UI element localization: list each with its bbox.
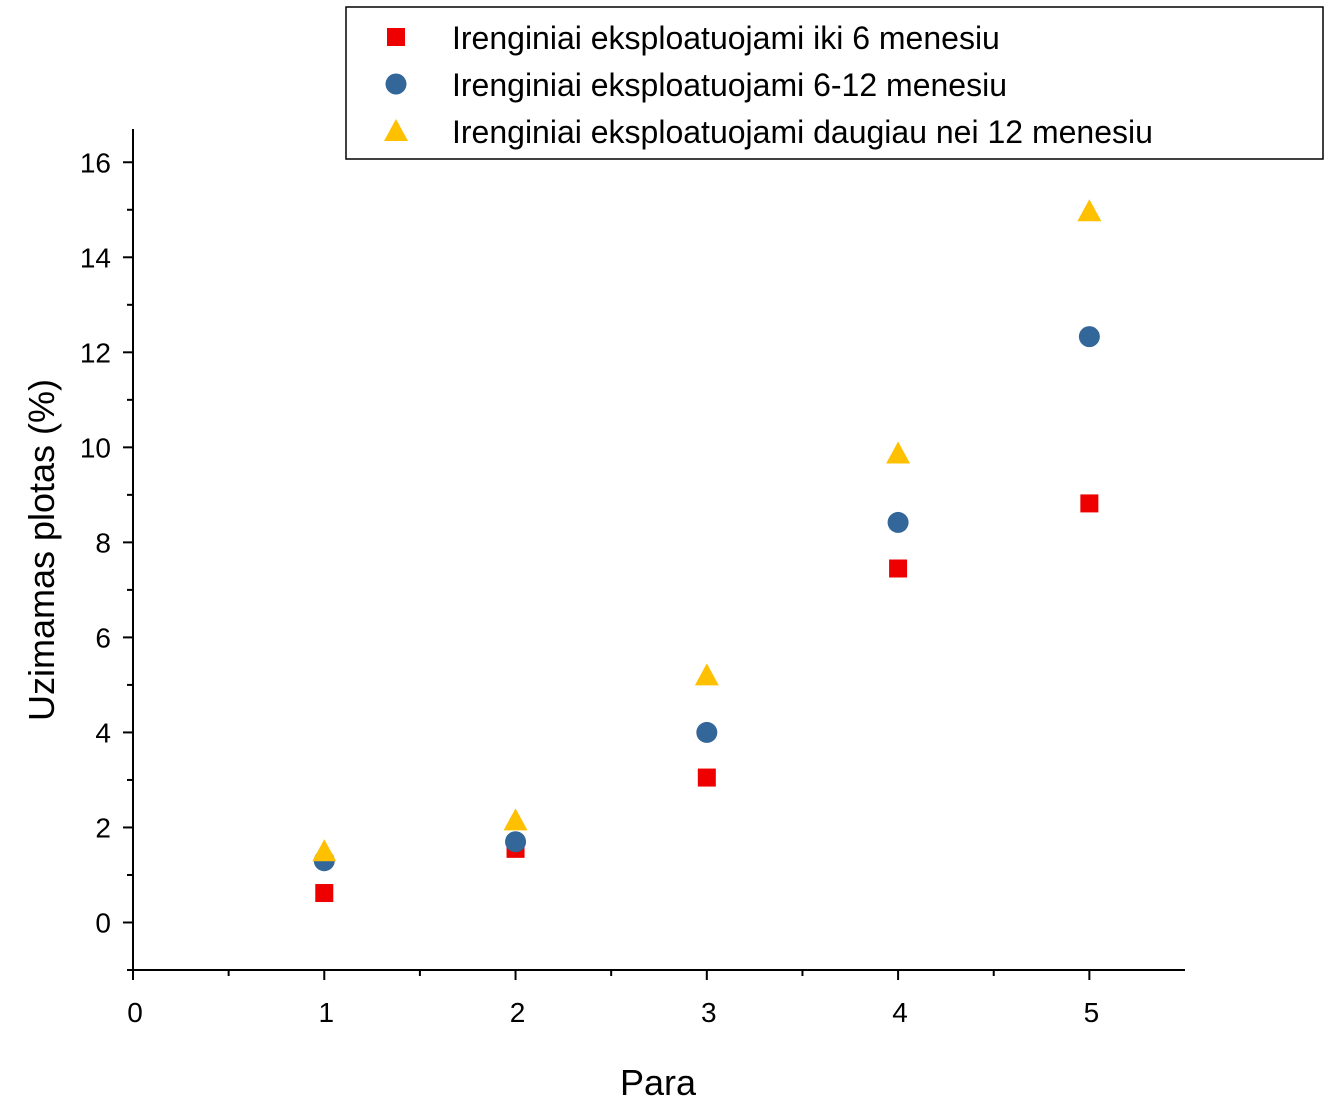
data-point-circle xyxy=(505,831,527,853)
x-tick-label: 0 xyxy=(127,997,143,1028)
y-tick-label: 16 xyxy=(80,147,111,178)
legend-label: Irenginiai eksploatuojami iki 6 menesiu xyxy=(452,20,1000,56)
axes xyxy=(132,129,1185,971)
y-tick-label: 0 xyxy=(95,907,111,938)
data-point-square xyxy=(889,559,908,578)
x-tick-label: 2 xyxy=(510,997,526,1028)
data-points xyxy=(312,199,1102,903)
data-point-square xyxy=(315,884,334,903)
x-axis-title: Para xyxy=(620,1062,697,1098)
legend-frame xyxy=(345,6,1324,160)
data-point-square xyxy=(1080,494,1099,513)
y-tick-label: 6 xyxy=(95,622,111,653)
data-point-triangle xyxy=(886,441,911,464)
y-axis-title: Uzimamas plotas (%) xyxy=(21,379,62,721)
data-point-circle xyxy=(887,511,909,533)
data-point-triangle xyxy=(1077,199,1102,222)
legend-label: Irenginiai eksploatuojami daugiau nei 12… xyxy=(452,114,1153,150)
y-axis-ticks: 0 2 4 6 8 10 12 14 16 xyxy=(80,147,133,971)
legend: Irenginiai eksploatuojami iki 6 menesiu I… xyxy=(345,6,1324,160)
y-tick-label: 2 xyxy=(95,812,111,843)
data-point-triangle xyxy=(694,663,719,686)
y-tick-label: 12 xyxy=(80,337,111,368)
legend-marker-square xyxy=(387,28,405,46)
x-tick-label: 3 xyxy=(701,997,717,1028)
data-point-square xyxy=(697,768,716,787)
y-tick-label: 8 xyxy=(95,527,111,558)
data-point-circle xyxy=(696,721,718,743)
legend-marker-triangle xyxy=(384,119,408,141)
y-tick-label: 14 xyxy=(80,242,111,273)
y-tick-label: 10 xyxy=(80,432,111,463)
x-axis-ticks: 0 1 2 3 4 5 xyxy=(127,970,1099,1028)
data-point-triangle xyxy=(503,808,528,831)
x-tick-label: 4 xyxy=(892,997,908,1028)
data-point-circle xyxy=(1078,326,1100,348)
y-tick-label: 4 xyxy=(95,717,111,748)
x-tick-label: 1 xyxy=(318,997,334,1028)
data-point-triangle xyxy=(312,839,337,862)
x-tick-label: 5 xyxy=(1084,997,1100,1028)
legend-marker-circle xyxy=(385,73,407,95)
legend-label: Irenginiai eksploatuojami 6-12 menesiu xyxy=(452,67,1007,103)
